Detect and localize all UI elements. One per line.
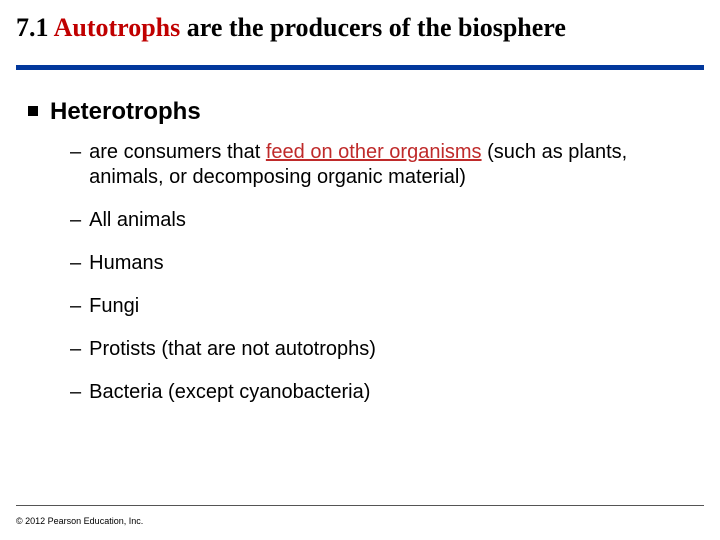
bullet-level1: Heterotrophs [28,98,682,126]
bullet-level1-text: Heterotrophs [50,98,201,126]
bullet-level2-text: are consumers that feed on other organis… [89,140,670,190]
title-rest: are the producers of the biosphere [180,13,566,42]
bullet-level2: – are consumers that feed on other organ… [70,140,670,190]
dash-icon: – [70,294,81,319]
dash-icon: – [70,208,81,233]
dash-icon: – [70,140,81,165]
footer-rule [16,505,704,506]
bullet-level2: – Protists (that are not autotrophs) [70,337,670,362]
content-area: Heterotrophs – are consumers that feed o… [16,70,704,405]
copyright-text: © 2012 Pearson Education, Inc. [16,516,143,526]
bullet-level2-text: Humans [89,251,163,276]
square-bullet-icon [28,106,38,116]
title-colored-word: Autotrophs [54,13,181,42]
l2-emphasis: feed on other organisms [266,141,482,163]
bullet-level2: – All animals [70,208,670,233]
dash-icon: – [70,337,81,362]
bullet-level2-text: Bacteria (except cyanobacteria) [89,380,370,405]
dash-icon: – [70,380,81,405]
bullet-level2-text: Fungi [89,294,139,319]
bullet-level2: – Fungi [70,294,670,319]
dash-icon: – [70,251,81,276]
bullet-level2-text: Protists (that are not autotrophs) [89,337,376,362]
bullet-level2-text: All animals [89,208,186,233]
slide-title: 7.1 Autotrophs are the producers of the … [16,14,704,43]
title-prefix: 7.1 [16,13,49,42]
bullet-level2: – Bacteria (except cyanobacteria) [70,380,670,405]
bullet-level2: – Humans [70,251,670,276]
l2-pre: are consumers that [89,141,266,163]
slide: 7.1 Autotrophs are the producers of the … [0,0,720,540]
